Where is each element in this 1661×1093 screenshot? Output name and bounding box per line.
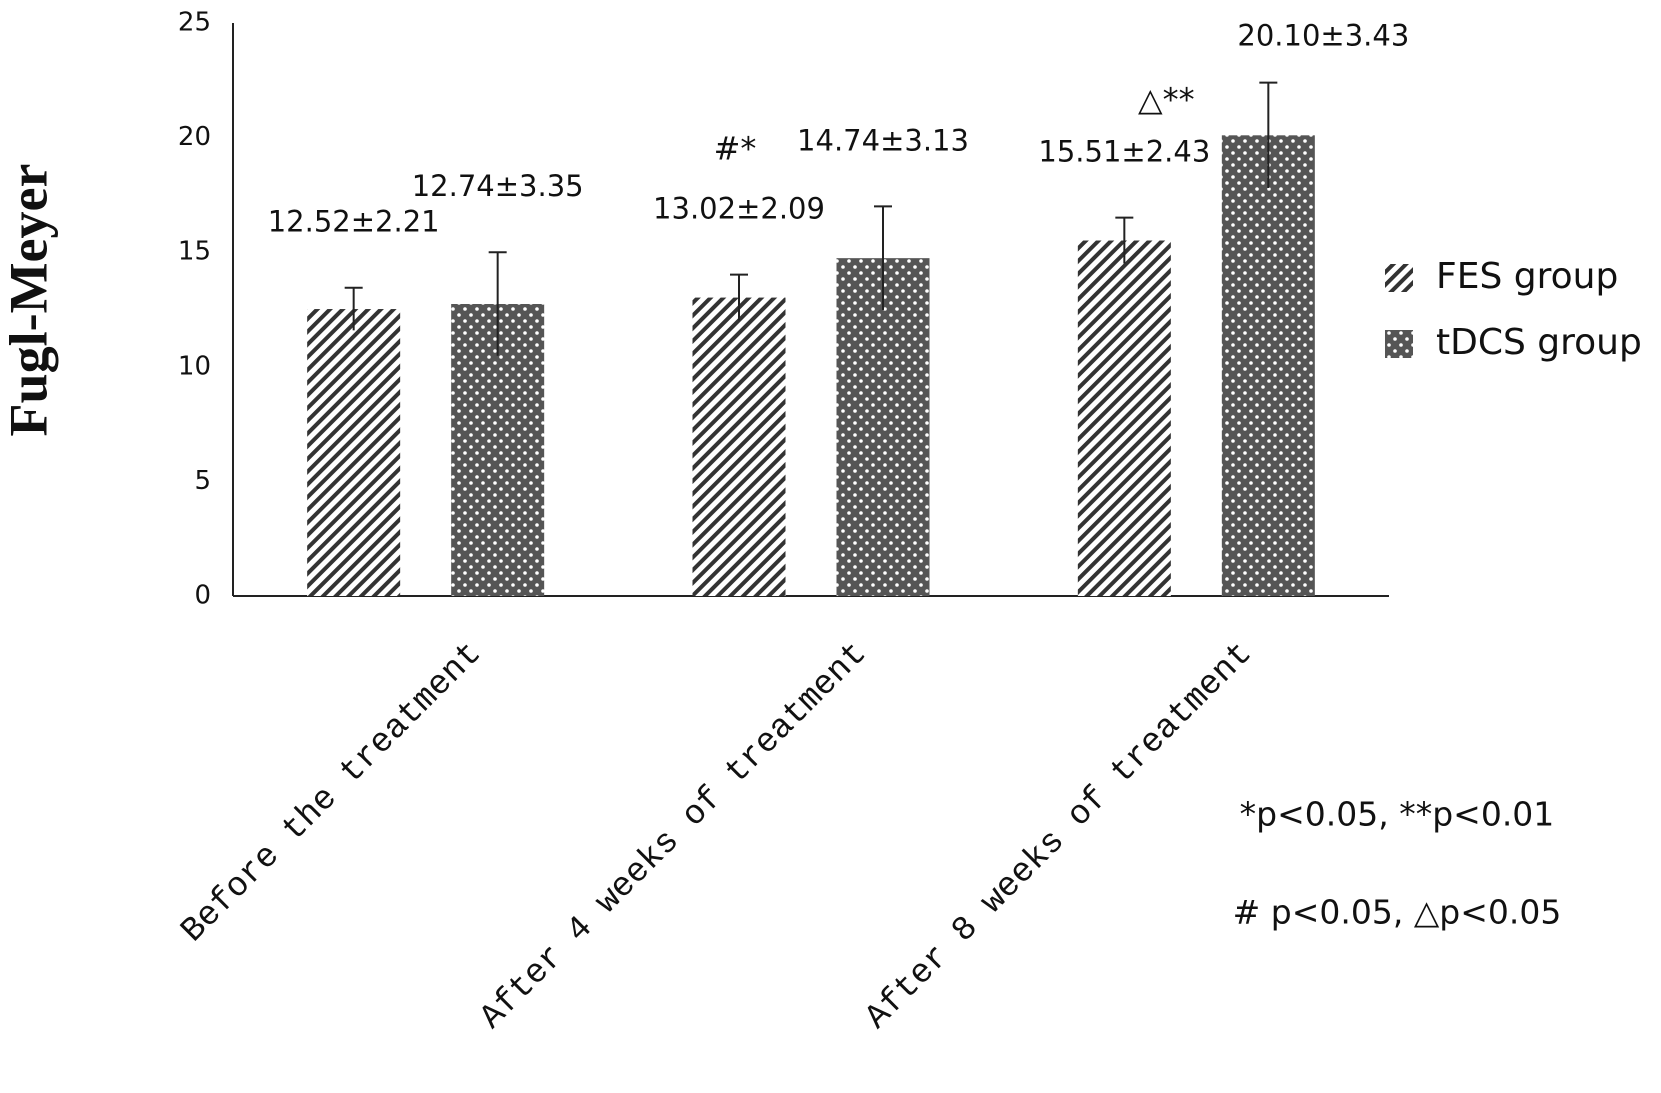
legend-swatch <box>1385 330 1413 358</box>
footnote: # p<0.05, △p<0.05 <box>1233 893 1562 932</box>
value-label: 15.51±2.43 <box>1038 135 1210 169</box>
x-tick-label: After 4 weeks of treatment <box>473 635 875 1037</box>
legend-label: FES group <box>1436 256 1618 297</box>
bar <box>836 258 930 596</box>
value-label: 12.52±2.21 <box>268 205 440 239</box>
value-label: 13.02±2.09 <box>653 192 825 226</box>
error-bar <box>730 273 748 321</box>
y-tick-label: 15 <box>178 237 211 267</box>
y-tick-label: 25 <box>178 8 211 38</box>
x-tick-label: After 8 weeks of treatment <box>858 635 1260 1037</box>
value-label: 12.74±3.35 <box>412 169 584 203</box>
value-label: 20.10±3.43 <box>1237 19 1409 53</box>
x-tick-label: Before the treatment <box>174 635 489 950</box>
significance-mark: #* <box>714 130 757 168</box>
legend-swatch <box>1385 264 1413 292</box>
y-tick-label: 10 <box>178 351 211 381</box>
value-label: 14.74±3.13 <box>797 123 969 157</box>
significance-mark: △** <box>1138 81 1195 119</box>
legend-label: tDCS group <box>1436 322 1642 363</box>
error-bar <box>488 251 507 356</box>
y-tick-label: 0 <box>194 581 211 611</box>
error-bar <box>1115 216 1134 264</box>
error-bar <box>1259 81 1278 189</box>
y-axis-title: Fugl-Meyer <box>0 164 58 437</box>
bar <box>1221 135 1315 597</box>
bar <box>1077 240 1171 596</box>
bar <box>307 309 401 596</box>
bar <box>692 297 786 596</box>
footnote: *p<0.05, **p<0.01 <box>1240 795 1555 834</box>
y-tick-label: 20 <box>178 122 211 152</box>
y-tick-label: 5 <box>194 466 211 496</box>
error-bar <box>344 286 363 331</box>
error-bar <box>874 205 892 310</box>
